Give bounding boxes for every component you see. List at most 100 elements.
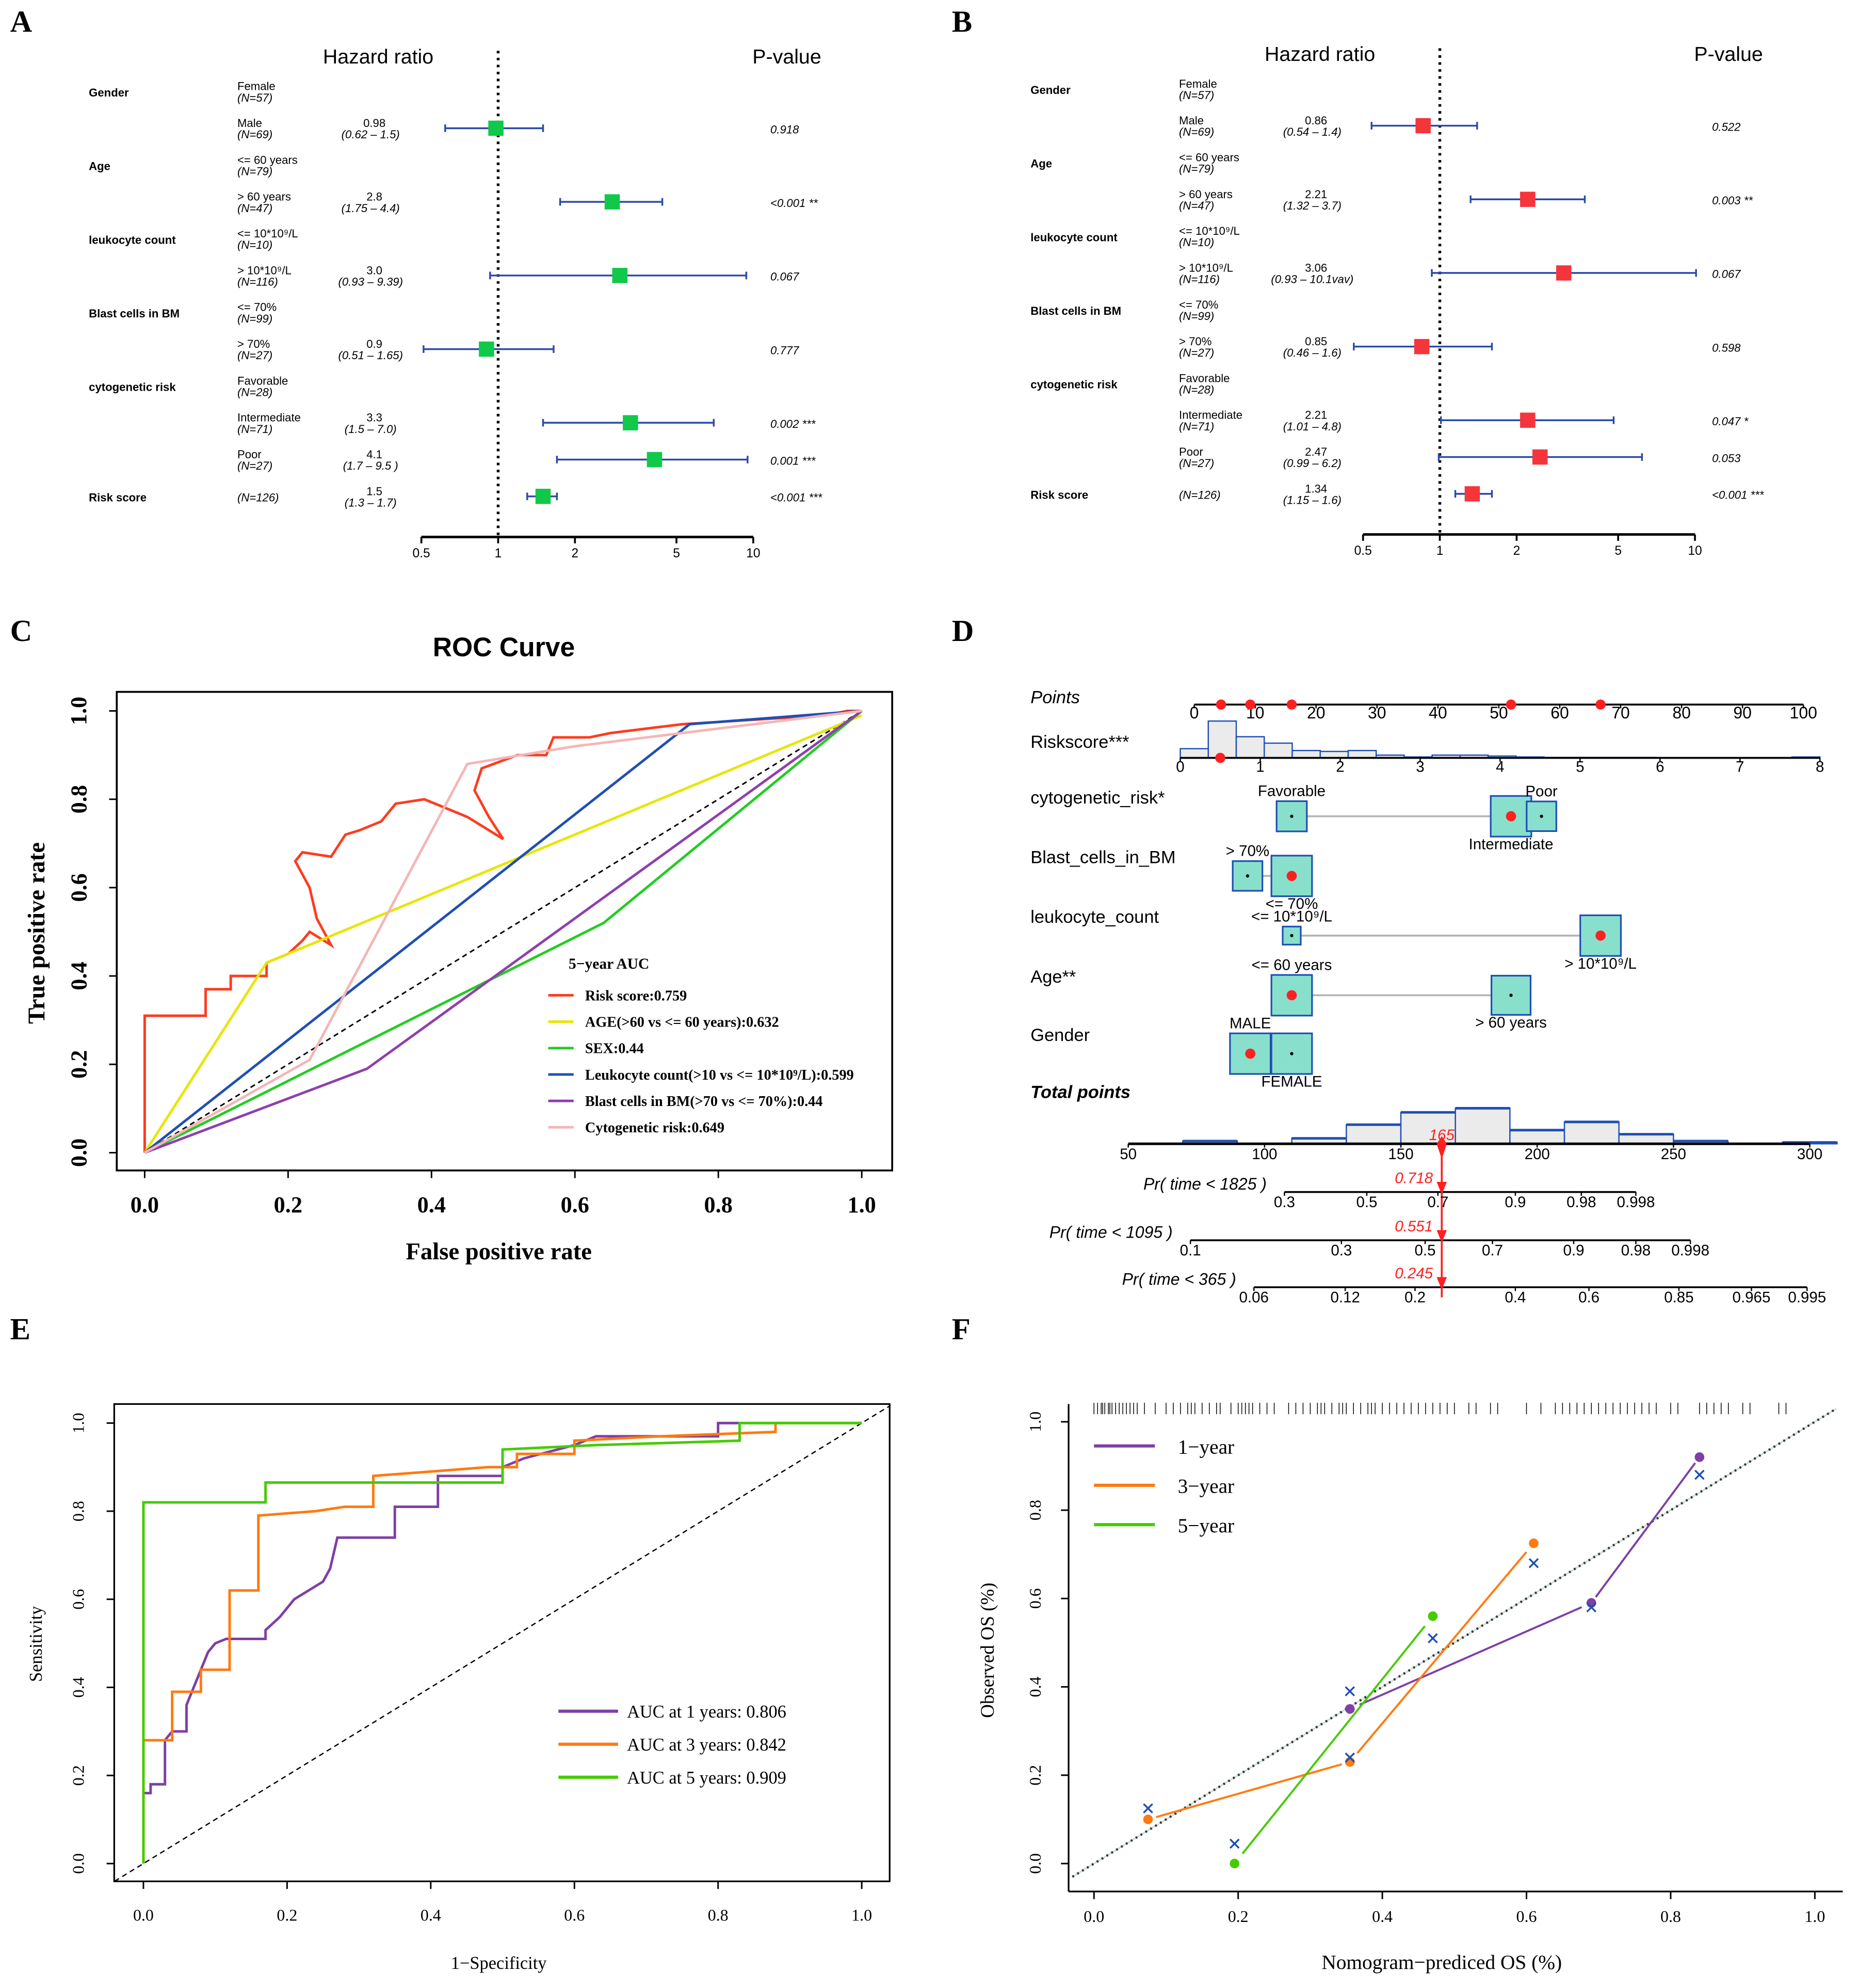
p-value: 0.002 *** bbox=[770, 418, 816, 430]
probability-tick-label: 0.3 bbox=[1274, 1194, 1295, 1211]
points-marker bbox=[1506, 699, 1516, 710]
selected-level-marker bbox=[1245, 1048, 1256, 1059]
confidence-interval: (1.5 – 7.0) bbox=[345, 423, 397, 436]
level-center-dot bbox=[1509, 993, 1513, 997]
confidence-interval: (0.62 – 1.5) bbox=[342, 128, 400, 141]
level-label: Male bbox=[1179, 114, 1204, 127]
probability-tick-label: 0.7 bbox=[1427, 1194, 1448, 1211]
histogram-bar bbox=[1346, 1124, 1402, 1145]
sample-size: (N=69) bbox=[1179, 125, 1214, 138]
level-label: <= 70% bbox=[1179, 298, 1218, 311]
p-value-header: P-value bbox=[752, 45, 821, 68]
level-label: MALE bbox=[1230, 1015, 1271, 1032]
histogram-bar bbox=[1263, 742, 1293, 759]
level-label: <= 60 years bbox=[1179, 151, 1239, 164]
riskscore-tick-label: 0 bbox=[1176, 759, 1184, 776]
hazard-ratio-box bbox=[1556, 265, 1572, 281]
probability-value: 0.551 bbox=[1395, 1218, 1433, 1235]
riskscore-tick-label: 2 bbox=[1336, 759, 1344, 776]
roc-series-line bbox=[142, 1421, 862, 1864]
variable-label: Blast cells in BM bbox=[1030, 304, 1121, 317]
riskscore-tick-label: 6 bbox=[1656, 759, 1664, 776]
variable-label: leukocyte_count bbox=[1030, 907, 1159, 927]
calibration-segment bbox=[1356, 1551, 1527, 1754]
confidence-interval: (0.93 – 9.39) bbox=[338, 275, 402, 288]
probability-tick-label: 0.6 bbox=[1578, 1289, 1600, 1306]
probability-tick-label: 0.998 bbox=[1671, 1242, 1709, 1259]
probability-tick-label: 0.98 bbox=[1621, 1242, 1651, 1259]
x-tick-label: 0.0 bbox=[131, 1192, 159, 1217]
panel-label: D bbox=[952, 614, 974, 648]
probability-tick-label: 0.7 bbox=[1482, 1242, 1503, 1259]
probability-arrow bbox=[1436, 1230, 1447, 1243]
probability-axis-label: Pr( time < 1095 ) bbox=[1049, 1223, 1173, 1241]
variable-label: Gender bbox=[1030, 1025, 1090, 1045]
sample-size: (N=69) bbox=[237, 128, 272, 141]
variable-label: Gender bbox=[1030, 84, 1071, 97]
roc-curve-chart: ROC Curve 0.0 0.2 0.4 0.6 0.8 1.0 0.0 0.2 0.4 0.6 0… bbox=[23, 632, 894, 1265]
level-label: > 60 years bbox=[1475, 1014, 1547, 1031]
x-tick-label: 0.0 bbox=[1084, 1907, 1104, 1926]
legend-label: AUC at 5 years: 0.909 bbox=[627, 1768, 786, 1788]
roc-series-line bbox=[142, 1421, 862, 1864]
variable-label: Risk score bbox=[1030, 489, 1088, 502]
x-tick-label: 5 bbox=[1614, 544, 1622, 558]
selected-level-marker bbox=[1286, 990, 1297, 1001]
hazard-ratio-header: Hazard ratio bbox=[1265, 43, 1375, 66]
x-axis-label: 1−Specificity bbox=[451, 1953, 547, 1973]
legend-title: 5−year AUC bbox=[569, 956, 649, 972]
hazard-ratio-box bbox=[479, 341, 494, 357]
variable-label: Age bbox=[1030, 157, 1052, 170]
hazard-ratio-box bbox=[535, 489, 551, 504]
points-tick-label: 50 bbox=[1490, 703, 1508, 722]
hazard-ratio-header: Hazard ratio bbox=[323, 45, 433, 68]
hazard-ratio-value: 4.1 bbox=[366, 448, 382, 461]
sample-size: (N=10) bbox=[237, 238, 272, 251]
legend-label: 5−year bbox=[1178, 1514, 1235, 1537]
p-value: <0.001 *** bbox=[770, 491, 823, 504]
y-axis-label: Observed OS (%) bbox=[977, 1583, 998, 1718]
legend-label: Risk score:0.759 bbox=[585, 988, 687, 1004]
y-tick-label: 0.2 bbox=[1026, 1765, 1044, 1786]
level-label: <= 10*10⁹/L bbox=[1251, 908, 1332, 925]
hazard-ratio-value: 1.5 bbox=[366, 485, 382, 498]
legend-label: Cytogenetic risk:0.649 bbox=[585, 1120, 724, 1136]
chart-title: ROC Curve bbox=[433, 632, 575, 662]
x-tick-label: 0.4 bbox=[421, 1906, 441, 1925]
calibration-chart: 0.0 0.2 0.4 0.6 0.8 1.0 0.0 0.2 0.4 0.6 0.8 1.0 Nomo… bbox=[977, 1403, 1843, 1974]
variable-label: cytogenetic_risk* bbox=[1030, 788, 1165, 808]
histogram-bar bbox=[1319, 750, 1349, 759]
y-tick-label: 0.2 bbox=[69, 1765, 87, 1786]
observed-point bbox=[1529, 1538, 1539, 1548]
variable-label: Blast_cells_in_BM bbox=[1030, 848, 1175, 868]
histogram-bar bbox=[1455, 1108, 1511, 1145]
x-tick-label: 2 bbox=[1513, 544, 1521, 558]
p-value: 0.047 * bbox=[1712, 415, 1749, 428]
y-tick-label: 0.0 bbox=[1026, 1853, 1044, 1874]
y-tick-label: 0.0 bbox=[69, 1853, 87, 1874]
probability-tick-label: 0.4 bbox=[1505, 1289, 1526, 1306]
plot-frame bbox=[113, 1403, 891, 1882]
y-tick-label: 1.0 bbox=[66, 697, 91, 725]
points-marker bbox=[1245, 699, 1256, 710]
roc-series-line bbox=[143, 710, 862, 1154]
sample-size: (N=27) bbox=[237, 349, 272, 362]
level-center-dot bbox=[1290, 934, 1294, 938]
probability-tick-label: 0.1 bbox=[1180, 1242, 1201, 1259]
x-tick-label: 0.0 bbox=[133, 1906, 154, 1925]
variable-label: Age bbox=[89, 160, 110, 173]
points-marker bbox=[1286, 699, 1297, 710]
legend-label: SEX:0.44 bbox=[585, 1041, 644, 1057]
points-tick-label: 90 bbox=[1733, 703, 1752, 722]
x-tick-label: 0.4 bbox=[1372, 1907, 1393, 1926]
level-label: > 70% bbox=[1179, 335, 1211, 348]
y-tick-label: 0.0 bbox=[66, 1139, 91, 1167]
roc-series-line bbox=[144, 710, 863, 1154]
diagonal-reference bbox=[114, 1405, 891, 1882]
observed-point bbox=[1694, 1452, 1705, 1462]
points-marker bbox=[1216, 699, 1226, 710]
legend-label: AGE(>60 vs <= 60 years):0.632 bbox=[585, 1014, 779, 1030]
legend-label: Blast cells in BM(>70 vs <= 70%):0.44 bbox=[585, 1094, 823, 1110]
panel-label: E bbox=[10, 1312, 30, 1346]
